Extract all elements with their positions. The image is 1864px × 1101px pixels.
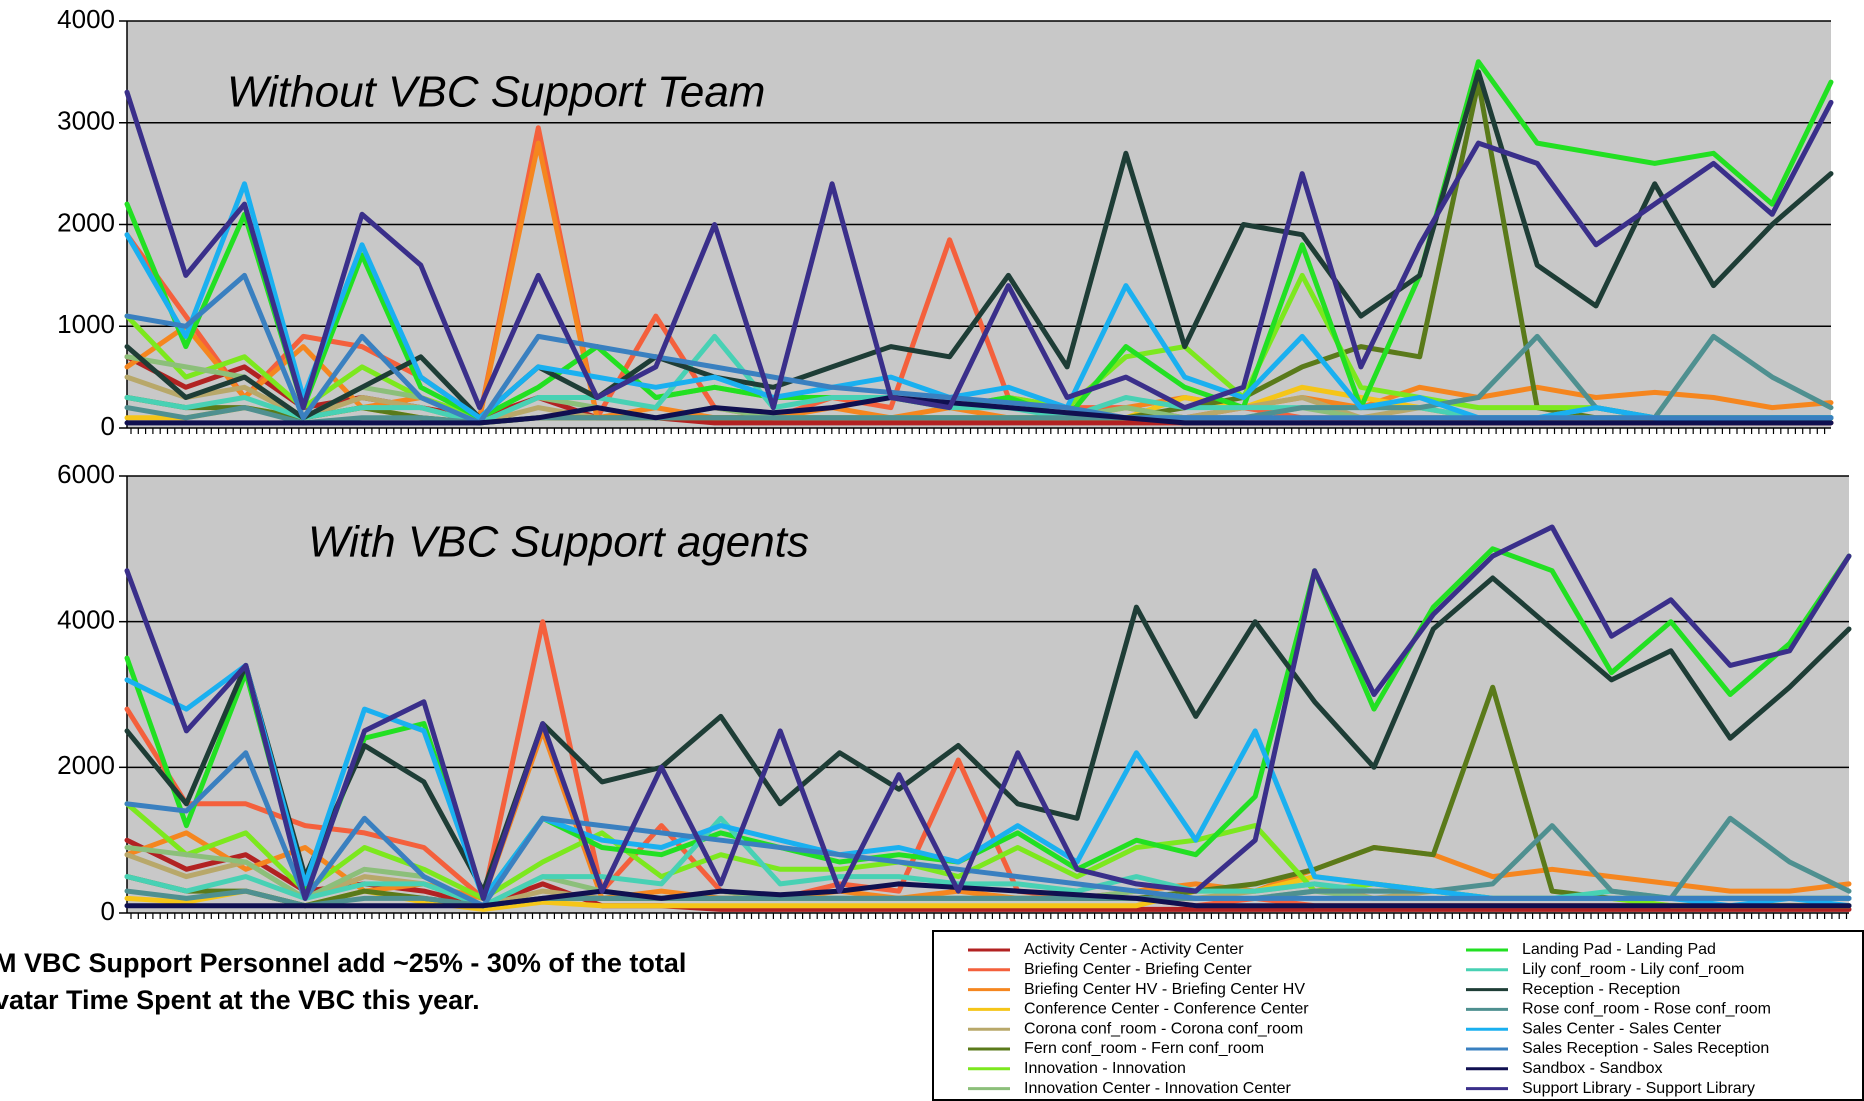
caption-line: vatar Time Spent at the VBC this year. [0, 985, 480, 1015]
series-line [124, 272, 1834, 426]
series-line [124, 69, 1834, 421]
series-line [124, 750, 1852, 909]
series-line [124, 395, 1834, 426]
y-tick-label: 3000 [57, 106, 115, 136]
y-tick-label: 2000 [57, 750, 115, 780]
legend-label: Activity Center - Activity Center [1024, 941, 1244, 958]
legend-label: Sales Center - Sales Center [1522, 1020, 1722, 1037]
series-line [124, 815, 1852, 909]
series-line [124, 575, 1852, 894]
legend-label: Support Library - Support Library [1522, 1080, 1755, 1097]
legend-label: Conference Center - Conference Center [1024, 1001, 1309, 1018]
y-tick-label: 0 [101, 896, 115, 926]
y-tick-label: 4000 [57, 4, 115, 34]
y-tick-label: 4000 [57, 605, 115, 635]
legend-label: Rose conf_room - Rose conf_room [1522, 1001, 1771, 1018]
series-line [124, 881, 1852, 909]
series-line [124, 140, 1834, 421]
y-tick-label: 1000 [57, 309, 115, 339]
legend-label: Landing Pad - Landing Pad [1522, 941, 1716, 958]
legend-label: Sales Reception - Sales Reception [1522, 1040, 1769, 1057]
legend-label: Lily conf_room - Lily conf_room [1522, 961, 1744, 978]
y-tick-label: 2000 [57, 207, 115, 237]
series-line [124, 89, 1834, 411]
caption-line: M VBC Support Personnel add ~25% - 30% o… [0, 948, 686, 978]
legend-label: Briefing Center HV - Briefing Center HV [1024, 981, 1305, 998]
y-tick-label: 0 [101, 411, 115, 441]
legend-label: Briefing Center - Briefing Center [1024, 961, 1252, 978]
legend-label: Fern conf_room - Fern conf_room [1024, 1040, 1264, 1057]
y-tick-label: 6000 [57, 459, 115, 489]
chart-annotation: Without VBC Support Team [227, 68, 765, 117]
chart-annotation: With VBC Support agents [308, 518, 809, 567]
legend-box [932, 930, 1864, 1101]
legend-label: Corona conf_room - Corona conf_room [1024, 1020, 1303, 1037]
legend-label: Innovation Center - Innovation Center [1024, 1080, 1292, 1097]
series-line [124, 524, 1852, 901]
legend-label: Sandbox - Sandbox [1522, 1060, 1663, 1077]
legend-label: Innovation - Innovation [1024, 1060, 1186, 1077]
legend-label: Reception - Reception [1522, 981, 1680, 998]
series-line [124, 837, 1852, 912]
series-line [124, 333, 1834, 426]
